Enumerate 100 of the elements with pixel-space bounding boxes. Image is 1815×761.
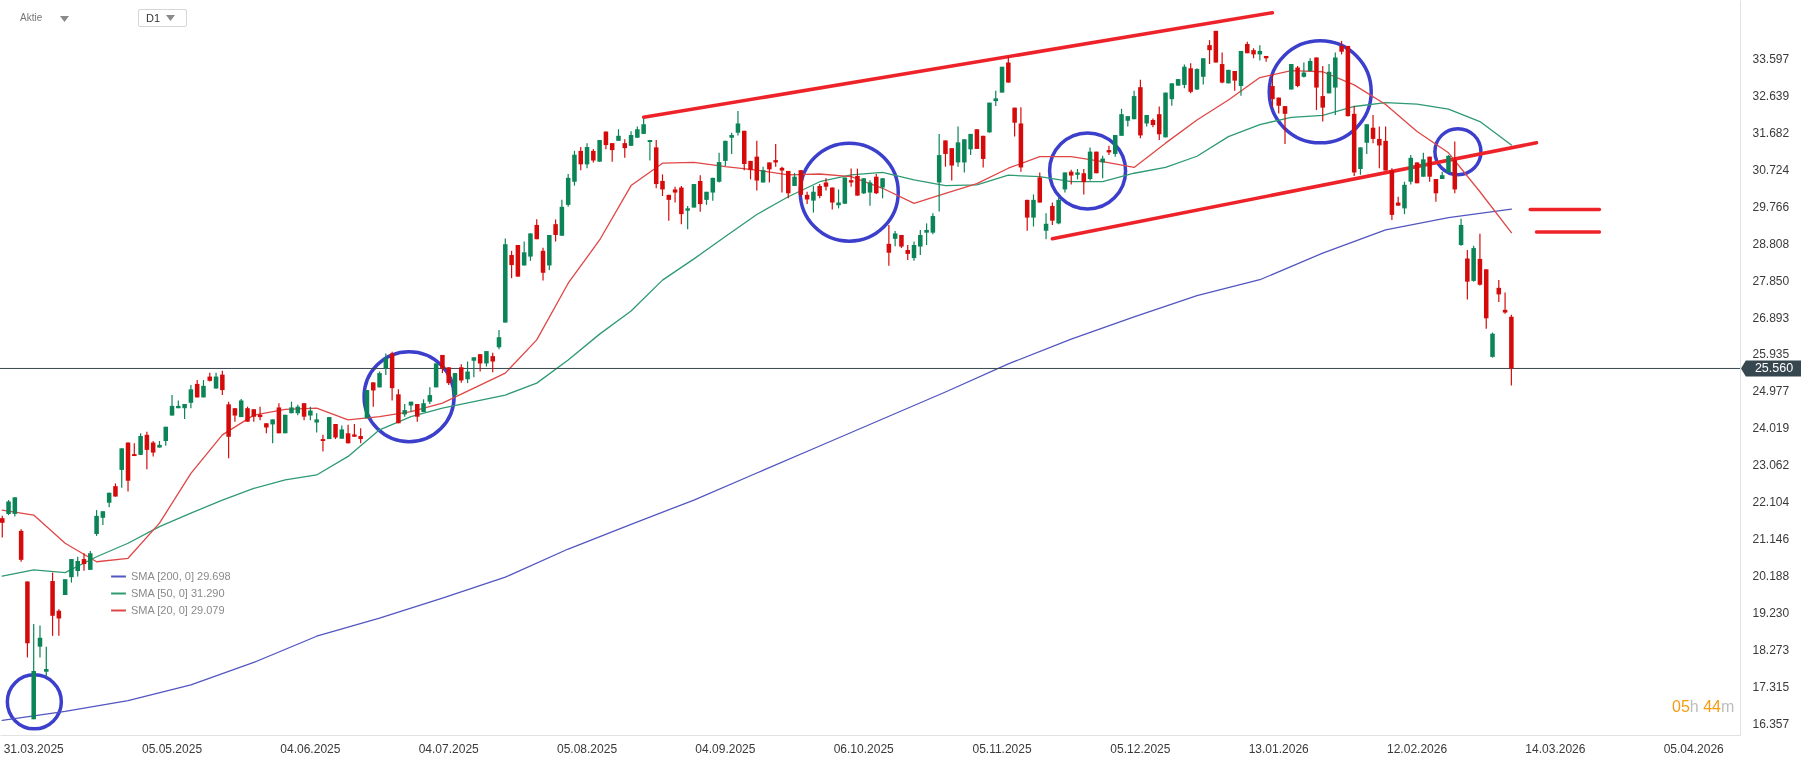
- candlestick: [1408, 154, 1414, 186]
- candlestick: [370, 381, 376, 408]
- legend-label: SMA [50, 0] 31.290: [131, 586, 225, 599]
- candlestick: [723, 140, 728, 167]
- candlestick: [465, 360, 470, 384]
- y-tick-label: 19.230: [1752, 606, 1790, 621]
- candlestick: [855, 168, 860, 197]
- candlestick: [1427, 156, 1432, 183]
- candlestick: [188, 384, 194, 409]
- x-tick-label: 12.02.2026: [1387, 741, 1448, 756]
- y-tick-label: 16.357: [1752, 717, 1790, 732]
- candlestick: [88, 550, 93, 571]
- candlestick: [37, 624, 43, 659]
- y-tick-label: 25.935: [1752, 347, 1790, 362]
- annotation: Aktie: [20, 12, 43, 23]
- candlestick: [672, 186, 678, 204]
- candlestick: [1465, 249, 1470, 300]
- candlestick: [1402, 181, 1407, 215]
- candlestick: [1081, 168, 1087, 196]
- candlestick: [1194, 67, 1200, 91]
- candlestick: [924, 222, 929, 246]
- candlestick: [1421, 152, 1426, 178]
- candlestick: [880, 177, 885, 199]
- candlestick: [528, 232, 533, 262]
- x-tick-label: 05.11.2025: [972, 741, 1032, 756]
- candlestick: [220, 370, 225, 396]
- candlestick: [1201, 57, 1206, 86]
- candlestick: [918, 229, 923, 256]
- candlestick: [1050, 201, 1055, 226]
- candlestick: [1031, 193, 1036, 228]
- x-tick-label: 05.12.2025: [1110, 741, 1171, 756]
- x-tick-label: 06.10.2025: [833, 741, 895, 756]
- candlestick: [1043, 212, 1049, 240]
- candlestick: [597, 139, 602, 163]
- y-tick-label: 30.724: [1752, 162, 1790, 177]
- ref-line-label: 25.560: [1754, 361, 1794, 376]
- candlestick: [930, 212, 936, 235]
- candlestick: [1024, 199, 1030, 232]
- candlestick: [138, 432, 143, 456]
- candlestick: [609, 142, 615, 163]
- y-tick-label: 24.977: [1752, 384, 1790, 399]
- y-tick-label: 18.273: [1752, 643, 1790, 658]
- candlestick: [270, 418, 275, 444]
- candlestick: [1006, 56, 1011, 84]
- x-tick-label: 04.09.2025: [695, 741, 756, 756]
- candlestick: [773, 143, 778, 168]
- y-tick-label: 22.104: [1752, 495, 1790, 510]
- candlestick: [12, 496, 18, 518]
- candlestick: [1156, 105, 1162, 141]
- y-tick-label: 26.893: [1752, 310, 1790, 325]
- candlestick: [779, 166, 785, 194]
- candlestick: [1295, 65, 1300, 88]
- line-series: [1, 208, 1513, 721]
- candlestick: [1182, 63, 1187, 89]
- candlestick: [974, 128, 980, 150]
- candlestick: [660, 173, 665, 197]
- candlestick: [735, 110, 741, 137]
- candlestick: [886, 224, 892, 267]
- annotation: 05h 44m: [1672, 698, 1735, 715]
- candlestick: [471, 356, 477, 378]
- legend-label: SMA [20, 0] 29.079: [131, 603, 225, 616]
- candlestick: [691, 183, 697, 209]
- candlestick: [314, 412, 319, 434]
- x-tick-label: 05.05.2025: [142, 741, 203, 756]
- candlestick: [1364, 123, 1370, 155]
- y-tick-label: 20.188: [1752, 569, 1790, 584]
- candlestick: [1119, 108, 1124, 137]
- x-tick-label: 05.08.2025: [557, 741, 618, 756]
- candlestick: [811, 185, 816, 214]
- candlestick: [729, 132, 734, 155]
- candlestick: [0, 515, 5, 539]
- x-tick-label: 04.06.2025: [280, 741, 341, 756]
- candlestick: [1502, 291, 1508, 315]
- x-tick-label: 14.03.2026: [1525, 741, 1586, 756]
- y-tick-label: 28.808: [1752, 236, 1790, 251]
- candlestick: [1219, 51, 1225, 84]
- candlestick: [1490, 331, 1495, 359]
- y-tick-label: 23.062: [1752, 458, 1790, 473]
- candlestick: [408, 401, 414, 413]
- candlestick: [94, 509, 99, 537]
- y-tick-label: 33.597: [1752, 51, 1790, 66]
- legend-label: SMA [200, 0] 29.698: [131, 569, 231, 582]
- candlestick: [767, 161, 772, 184]
- y-tick-label: 29.766: [1752, 199, 1790, 214]
- candlestick: [1282, 105, 1288, 145]
- candlestick: [119, 447, 124, 489]
- candlestick: [823, 177, 829, 192]
- candlestick: [509, 250, 514, 279]
- candlestick: [1207, 39, 1212, 65]
- y-tick-label: 24.019: [1752, 421, 1790, 436]
- candlestick: [716, 152, 722, 184]
- y-tick-label: 32.639: [1752, 88, 1790, 103]
- candlestick: [490, 352, 495, 373]
- y-tick-label: 31.682: [1752, 125, 1790, 140]
- candlestick: [874, 173, 879, 195]
- x-tick-label: 13.01.2026: [1248, 741, 1310, 756]
- x-tick-label: 31.03.2025: [3, 741, 65, 756]
- candlestick: [1320, 65, 1325, 123]
- candlestick: [44, 646, 49, 678]
- candlestick: [1056, 196, 1061, 225]
